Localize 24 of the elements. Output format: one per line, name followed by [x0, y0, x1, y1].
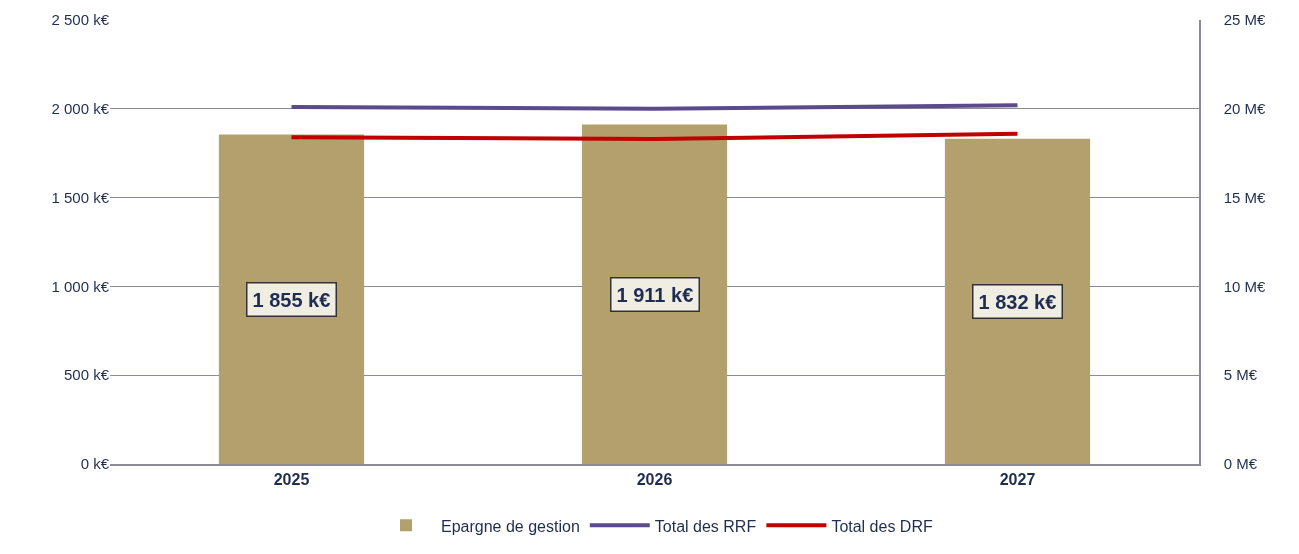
data-label: 1 855 k€	[252, 288, 331, 311]
x-tick-label: 2025	[273, 470, 310, 488]
data-label: 1 832 k€	[978, 290, 1057, 313]
y2-tick-label: 0 M€	[1223, 455, 1258, 473]
y2-tick-label: 10 M€	[1223, 277, 1267, 295]
legend-label: Total des DRF	[831, 517, 933, 535]
y-tick-label: 2 000 k€	[51, 100, 110, 118]
bar	[218, 134, 365, 464]
bar	[581, 124, 728, 464]
y2-tick-label: 20 M€	[1223, 100, 1267, 118]
y2-tick-label: 25 M€	[1223, 11, 1267, 29]
y-tick-label: 0 k€	[80, 455, 110, 473]
y-tick-label: 1 500 k€	[51, 188, 110, 206]
y-tick-label: 1 000 k€	[51, 277, 110, 295]
legend-label: Epargne de gestion	[441, 517, 580, 535]
bar	[944, 138, 1091, 464]
y2-tick-label: 15 M€	[1223, 188, 1267, 206]
data-label: 1 911 k€	[616, 283, 694, 306]
x-tick-label: 2026	[636, 470, 673, 488]
y-tick-label: 500 k€	[63, 366, 110, 384]
x-tick-label: 2027	[999, 470, 1036, 488]
y2-tick-label: 5 M€	[1223, 366, 1258, 384]
y-tick-label: 2 500 k€	[51, 11, 110, 29]
legend-label: Total des RRF	[654, 517, 757, 535]
